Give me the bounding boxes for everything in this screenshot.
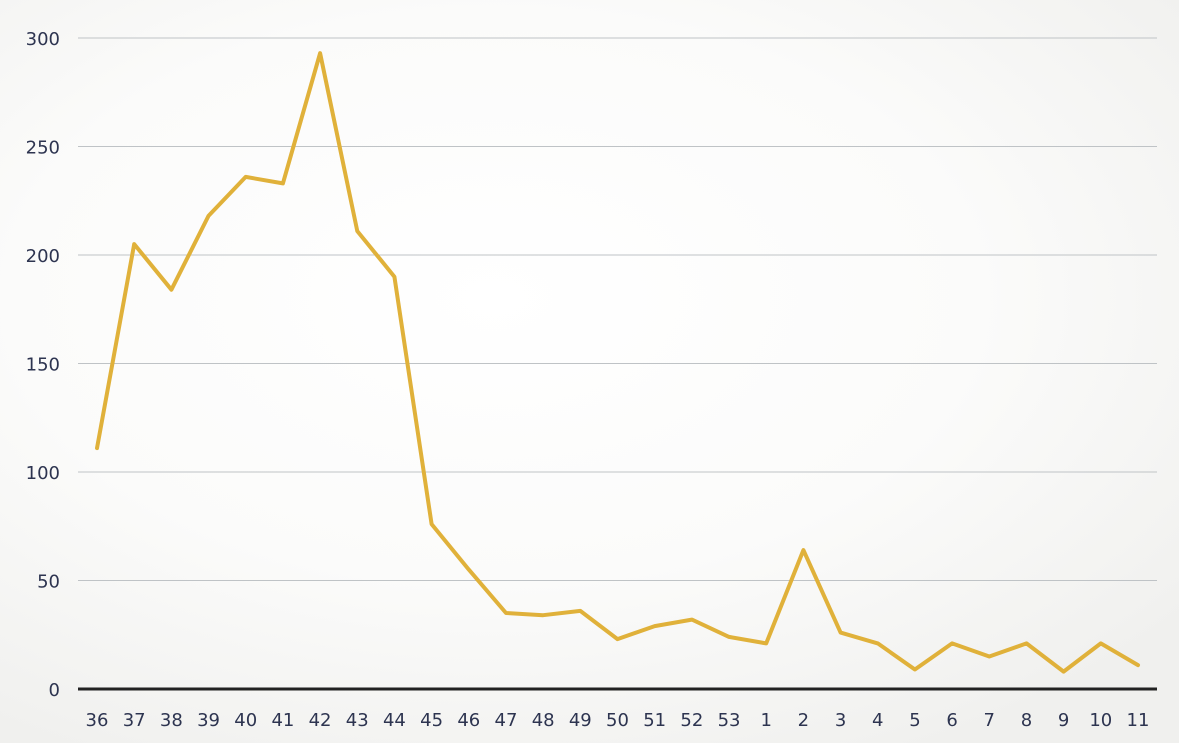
y-tick-label: 200 xyxy=(26,246,60,267)
x-tick-label: 10 xyxy=(1089,710,1112,731)
x-tick-label: 40 xyxy=(234,710,257,731)
x-tick-label: 3 xyxy=(835,710,846,731)
x-tick-label: 38 xyxy=(160,710,183,731)
y-tick-label: 150 xyxy=(26,355,60,376)
y-tick-label: 250 xyxy=(26,138,60,159)
x-tick-label: 37 xyxy=(123,710,146,731)
x-tick-label: 49 xyxy=(569,710,592,731)
x-tick-label: 2 xyxy=(798,710,809,731)
x-tick-label: 48 xyxy=(532,710,555,731)
x-tick-label: 53 xyxy=(718,710,741,731)
y-tick-label: 100 xyxy=(26,463,60,484)
x-tick-label: 39 xyxy=(197,710,220,731)
x-tick-label: 45 xyxy=(420,710,443,731)
x-axis-tick-labels: 36 37 38 39 40 41 42 43 44 45 46 47 48 49 50 51 52 53 1 2 3 4… xyxy=(86,710,1150,731)
x-tick-label: 4 xyxy=(872,710,883,731)
x-tick-label: 5 xyxy=(909,710,920,731)
x-tick-label: 51 xyxy=(643,710,666,731)
y-tick-label: 300 xyxy=(26,29,60,50)
x-tick-label: 1 xyxy=(760,710,771,731)
x-tick-label: 50 xyxy=(606,710,629,731)
x-tick-label: 46 xyxy=(457,710,480,731)
y-tick-label: 0 xyxy=(49,680,60,701)
x-tick-label: 47 xyxy=(495,710,518,731)
y-tick-label: 50 xyxy=(37,572,60,593)
series-line xyxy=(95,51,1140,674)
x-tick-label: 41 xyxy=(271,710,294,731)
x-tick-label: 52 xyxy=(680,710,703,731)
x-tick-label: 44 xyxy=(383,710,406,731)
x-tick-label: 7 xyxy=(984,710,995,731)
series-layer xyxy=(95,51,1140,674)
x-tick-label: 42 xyxy=(309,710,332,731)
x-tick-label: 6 xyxy=(946,710,957,731)
x-tick-label: 43 xyxy=(346,710,369,731)
x-tick-label: 11 xyxy=(1127,710,1150,731)
x-tick-label: 9 xyxy=(1058,710,1069,731)
x-tick-label: 8 xyxy=(1021,710,1032,731)
y-axis-tick-labels: 0 50 100 150 200 250 300 xyxy=(26,29,60,701)
gridlines xyxy=(78,37,1157,581)
x-tick-label: 36 xyxy=(86,710,109,731)
